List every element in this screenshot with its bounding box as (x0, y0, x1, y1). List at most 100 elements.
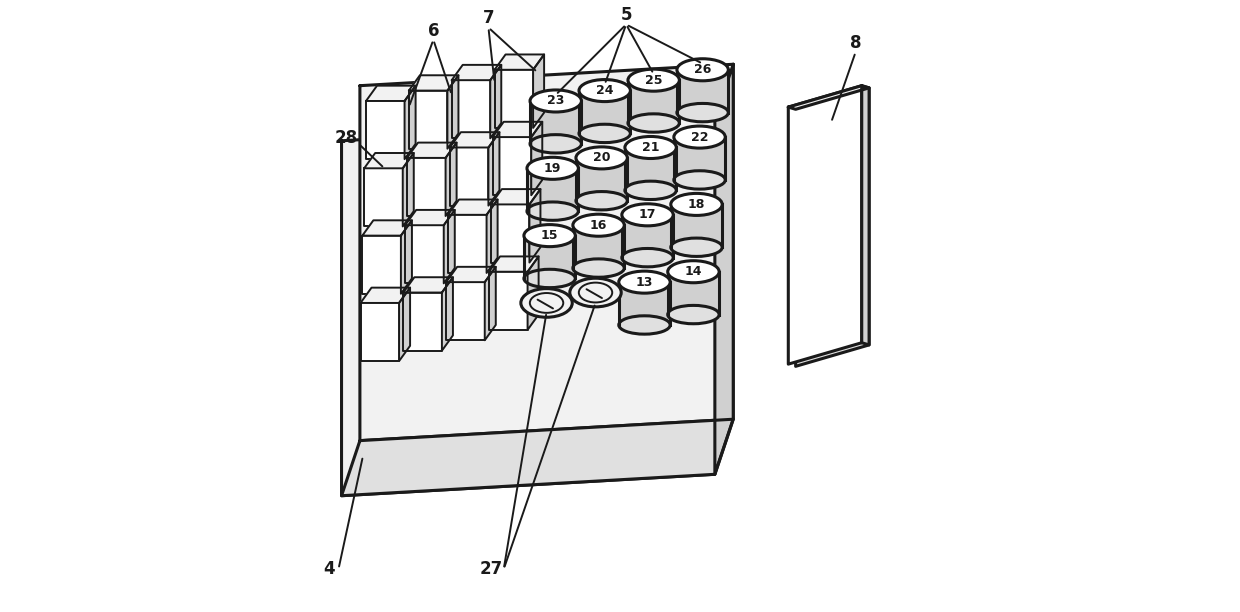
Polygon shape (575, 158, 627, 201)
Text: 23: 23 (547, 94, 564, 108)
Ellipse shape (529, 90, 582, 112)
Text: 17: 17 (639, 208, 656, 222)
Ellipse shape (671, 193, 722, 215)
Ellipse shape (625, 136, 676, 159)
Text: 14: 14 (684, 265, 702, 278)
Polygon shape (399, 288, 410, 361)
Text: 21: 21 (642, 141, 660, 154)
Text: 4: 4 (324, 560, 335, 578)
Polygon shape (533, 54, 544, 128)
Ellipse shape (671, 238, 722, 256)
Polygon shape (365, 153, 414, 168)
Polygon shape (573, 225, 624, 268)
Polygon shape (405, 225, 444, 283)
Text: 7: 7 (482, 9, 495, 28)
Polygon shape (341, 119, 715, 496)
Polygon shape (450, 147, 489, 206)
Text: 24: 24 (596, 84, 614, 97)
Ellipse shape (579, 124, 630, 143)
Text: 22: 22 (691, 130, 708, 144)
Polygon shape (366, 101, 404, 159)
Text: 8: 8 (849, 34, 862, 52)
Ellipse shape (529, 135, 582, 153)
Polygon shape (667, 272, 719, 315)
Polygon shape (446, 282, 485, 340)
Polygon shape (450, 132, 500, 147)
Polygon shape (444, 210, 455, 283)
Text: 25: 25 (645, 73, 662, 87)
Polygon shape (451, 65, 501, 80)
Polygon shape (490, 65, 501, 138)
Polygon shape (579, 91, 630, 133)
Polygon shape (360, 64, 733, 441)
Text: 20: 20 (593, 151, 610, 165)
Text: 16: 16 (590, 218, 608, 232)
Polygon shape (525, 236, 575, 278)
Polygon shape (407, 158, 445, 216)
Polygon shape (362, 220, 412, 236)
Ellipse shape (677, 59, 728, 81)
Polygon shape (789, 86, 869, 110)
Polygon shape (619, 282, 670, 325)
Polygon shape (448, 75, 459, 149)
Text: 28: 28 (335, 129, 358, 147)
Ellipse shape (619, 316, 670, 334)
Polygon shape (489, 132, 500, 206)
Text: 15: 15 (541, 229, 558, 242)
Polygon shape (401, 220, 412, 294)
Ellipse shape (619, 271, 670, 293)
Text: 26: 26 (694, 63, 712, 76)
Polygon shape (495, 70, 533, 128)
Polygon shape (527, 168, 578, 211)
Polygon shape (409, 75, 459, 91)
Ellipse shape (525, 225, 575, 247)
Ellipse shape (677, 103, 728, 122)
Polygon shape (361, 288, 410, 303)
Polygon shape (407, 143, 456, 158)
Polygon shape (485, 267, 496, 340)
Ellipse shape (575, 147, 627, 169)
Polygon shape (527, 256, 538, 330)
Polygon shape (341, 419, 733, 496)
Polygon shape (409, 91, 448, 149)
Polygon shape (621, 215, 673, 258)
Ellipse shape (573, 259, 624, 277)
Ellipse shape (579, 80, 630, 102)
Polygon shape (362, 236, 401, 294)
Polygon shape (365, 168, 403, 226)
Polygon shape (403, 293, 441, 351)
Polygon shape (862, 86, 869, 345)
Ellipse shape (575, 192, 627, 210)
Polygon shape (451, 80, 490, 138)
Polygon shape (486, 200, 497, 273)
Polygon shape (445, 143, 456, 216)
Polygon shape (366, 86, 415, 101)
Polygon shape (677, 70, 728, 113)
Polygon shape (489, 272, 527, 330)
Text: 19: 19 (544, 162, 562, 175)
Polygon shape (796, 88, 869, 367)
Ellipse shape (621, 204, 673, 226)
Ellipse shape (521, 289, 573, 317)
Polygon shape (627, 80, 680, 123)
Polygon shape (491, 204, 529, 263)
Ellipse shape (570, 278, 621, 307)
Ellipse shape (527, 202, 578, 220)
Ellipse shape (673, 126, 725, 148)
Ellipse shape (573, 214, 624, 236)
Ellipse shape (621, 248, 673, 267)
Ellipse shape (667, 305, 719, 324)
Polygon shape (492, 137, 531, 195)
Polygon shape (446, 267, 496, 282)
Polygon shape (403, 277, 453, 293)
Polygon shape (405, 210, 455, 225)
Polygon shape (491, 189, 541, 204)
Polygon shape (448, 215, 486, 273)
Polygon shape (625, 147, 676, 190)
Text: 27: 27 (480, 560, 503, 578)
Text: 5: 5 (620, 6, 632, 24)
Ellipse shape (625, 181, 676, 200)
Ellipse shape (667, 261, 719, 283)
Text: 6: 6 (428, 21, 439, 40)
Polygon shape (495, 54, 544, 70)
